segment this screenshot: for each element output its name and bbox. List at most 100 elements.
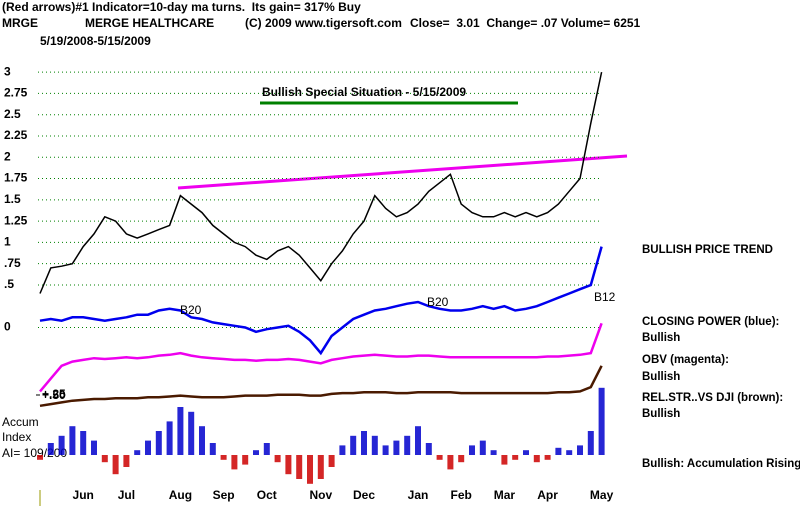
series-line [39, 246, 603, 356]
annotation: B20 [427, 295, 449, 309]
bar [598, 387, 605, 455]
bar [112, 455, 119, 475]
panel-subtitle: Index [2, 430, 31, 444]
y-tick-label: +.25 [42, 387, 66, 401]
bar [91, 440, 97, 455]
bar [231, 455, 238, 470]
bar [436, 455, 443, 460]
y-tick-label: 2.5 [4, 107, 21, 121]
date-range: 5/19/2008-5/15/2009 [40, 34, 151, 48]
bar [479, 440, 486, 455]
bar [566, 450, 573, 455]
x-tick-label: Feb [451, 488, 472, 502]
bar [371, 435, 378, 455]
panel-note: AI= 109/200 [2, 446, 67, 460]
bar [242, 455, 249, 465]
bar [361, 431, 367, 455]
bar [123, 455, 130, 467]
y-tick-label: 1.25 [4, 213, 28, 227]
bar [587, 431, 594, 455]
bar [339, 445, 346, 455]
bar [209, 443, 216, 455]
bar [447, 455, 454, 470]
bar [166, 421, 173, 455]
bar [177, 407, 184, 455]
bar [317, 455, 324, 479]
legend-status: Bullish [642, 332, 680, 344]
company: MERGE HEALTHCARE [85, 16, 214, 30]
bar [263, 443, 270, 455]
quote: Close= 3.01 Change= .07 Volume= 6251 [410, 16, 641, 30]
bar [47, 443, 54, 455]
bar [296, 455, 303, 479]
panel-label: +.50 [42, 388, 66, 402]
bar [101, 455, 108, 463]
y-tick-label: .5 [4, 277, 14, 291]
bar [458, 455, 465, 463]
copyright: (C) 2009 www.tigersoft.com [245, 16, 402, 30]
bar [577, 445, 583, 455]
x-tick-label: Apr [537, 488, 558, 502]
bar [350, 435, 357, 455]
bar [328, 455, 335, 467]
bar [274, 455, 281, 463]
bar [490, 450, 497, 455]
panel-title: Accum [2, 415, 39, 429]
series-line [39, 71, 603, 294]
legend-status: BULLISH PRICE TREND [642, 244, 773, 256]
bar [307, 455, 313, 484]
bar [188, 411, 195, 455]
bar [555, 447, 562, 455]
bar [404, 435, 411, 455]
annotation: Bullish Special Situation - 5/15/2009 [262, 85, 466, 99]
bar [512, 455, 519, 460]
bar [544, 455, 551, 460]
series-line [39, 365, 603, 408]
x-tick-label: Mar [494, 488, 516, 502]
bar [469, 445, 475, 455]
bar [285, 455, 292, 475]
x-tick-label: May [590, 488, 614, 502]
bar [415, 426, 421, 455]
y-tick-label: 1.75 [4, 171, 28, 185]
x-tick-label: Jun [73, 488, 94, 502]
bar [134, 450, 141, 455]
x-tick-label: Nov [309, 488, 332, 502]
y-tick-label: 3 [4, 64, 11, 78]
header-line: (Red arrows)#1 Indicator=10-day ma turns… [2, 0, 361, 14]
y-tick-label: 1 [4, 235, 11, 249]
x-tick-label: Jan [408, 488, 429, 502]
annotation: B20 [180, 303, 202, 317]
bar [37, 455, 43, 460]
legend-name: OBV (magenta): [642, 354, 729, 366]
bar [501, 455, 508, 465]
x-tick-label: Dec [353, 488, 375, 502]
bar [382, 445, 389, 455]
bar [393, 440, 400, 455]
y-tick-label: .75 [4, 256, 21, 270]
x-tick-label: Oct [257, 488, 277, 502]
y-tick-label: 2.25 [4, 128, 28, 142]
bar [155, 431, 162, 455]
bar [58, 435, 65, 455]
trend-line [177, 154, 628, 190]
bar [80, 431, 87, 455]
bar [145, 440, 151, 455]
x-tick-label: Jul [118, 488, 135, 502]
legend-status: Bullish [642, 371, 680, 383]
bar [523, 450, 529, 455]
x-tick-label: Aug [169, 488, 192, 502]
bar [69, 426, 76, 455]
x-tick-label: Sep [213, 488, 235, 502]
y-tick-label: 1.5 [4, 192, 21, 206]
legend-name: CLOSING POWER (blue): [642, 316, 779, 328]
bar [220, 455, 227, 460]
symbol: MRGE [2, 16, 38, 30]
legend-name: REL.STR..VS DJI (brown): [642, 392, 783, 404]
bar [533, 455, 540, 463]
legend-status: Bullish [642, 408, 680, 420]
bar [425, 443, 432, 455]
y-tick-label: 2.75 [4, 86, 28, 100]
bar [199, 426, 205, 455]
